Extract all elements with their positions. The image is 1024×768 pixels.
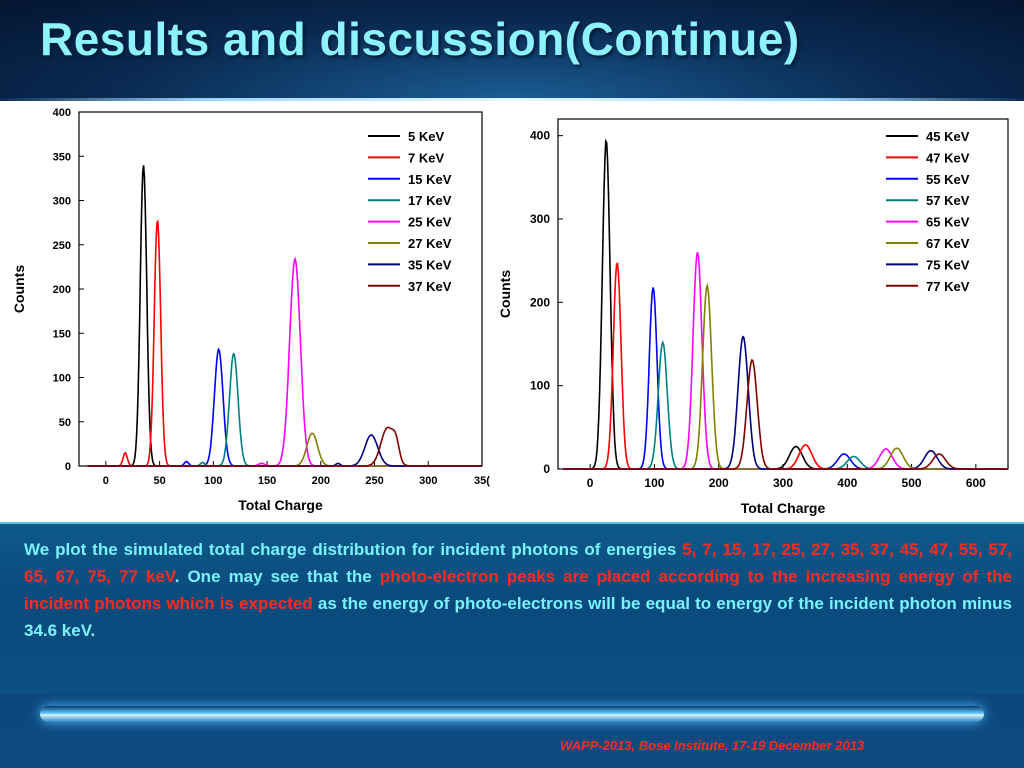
y-tick-label: 0: [65, 461, 71, 473]
x-tick-label: 300: [419, 475, 437, 487]
x-tick-label: 300: [773, 476, 793, 490]
x-tick-label: 250: [365, 475, 383, 487]
y-tick-label: 100: [530, 379, 550, 393]
legend-label: 27 KeV: [408, 236, 452, 251]
legend-label: 65 KeV: [926, 215, 970, 230]
description-text: We plot the simulated total charge distr…: [24, 536, 1012, 644]
legend-label: 75 KeV: [926, 257, 970, 272]
chart-left: 0 50 100 150 200 250 300 350 400 0 50 100 150 200 250 3…: [11, 107, 490, 513]
y-tick-label: 300: [53, 196, 71, 208]
y-axis-label: Counts: [11, 265, 27, 313]
legend-label: 25 KeV: [408, 215, 452, 230]
y-tick-label: 250: [53, 240, 71, 252]
series-line: [87, 347, 482, 467]
plain-text: as the energy of photo-electrons will be…: [24, 594, 1013, 640]
y-tick-label: 350: [53, 151, 71, 163]
x-tick-label: 400: [837, 476, 857, 490]
y-tick-label: 100: [53, 373, 71, 385]
y-tick-label: 200: [53, 284, 71, 296]
x-tick-label: 35(: [474, 475, 490, 487]
y-tick-label: 0: [543, 462, 550, 476]
title-bar: Results and discussion(Continue): [0, 0, 1024, 100]
chart-right: 0 100 200 300 400 0 100 200 300 400 500 600 Total Ch…: [497, 118, 1009, 516]
slide-title: Results and discussion(Continue): [40, 13, 800, 65]
x-tick-label: 100: [644, 476, 664, 490]
title-divider: [0, 98, 1024, 101]
legend-label: 57 KeV: [926, 193, 970, 208]
x-tick-label: 0: [587, 476, 594, 490]
x-axis-label: Total Charge: [741, 500, 826, 516]
charts-panel: 0 50 100 150 200 250 300 350 400 0 50 100 150 200 250 3…: [0, 101, 1024, 522]
x-tick-label: 150: [258, 475, 276, 487]
x-tick-label: 200: [312, 475, 330, 487]
series-line: [87, 426, 482, 467]
y-tick-label: 150: [53, 328, 71, 340]
series-line: [563, 282, 1008, 470]
x-tick-label: 500: [902, 476, 922, 490]
y-axis-label: Counts: [497, 270, 513, 318]
series-line: [563, 138, 1008, 470]
y-tick-label: 200: [530, 295, 550, 309]
footer-text: WAPP-2013, Bose Institute, 17-19 Decembe…: [560, 738, 865, 753]
y-tick-label: 400: [530, 129, 550, 143]
x-axis-label: Total Charge: [238, 497, 323, 513]
series-line: [563, 287, 1008, 470]
series-line: [563, 339, 1008, 470]
x-tick-label: 100: [204, 475, 222, 487]
decorative-glow-bar: [40, 706, 984, 722]
legend-label: 15 KeV: [408, 172, 452, 187]
description-box: We plot the simulated total charge distr…: [0, 522, 1024, 694]
legend-label: 45 KeV: [926, 129, 970, 144]
highlight-text: photo-electron peaks are placed accordin…: [24, 567, 1012, 613]
x-tick-label: 200: [709, 476, 729, 490]
plain-text: . One may see that the: [174, 567, 380, 586]
y-tick-label: 50: [59, 417, 71, 429]
legend-label: 77 KeV: [926, 279, 970, 294]
plain-text: We plot the simulated total charge distr…: [24, 540, 683, 559]
legend-label: 7 KeV: [408, 150, 444, 165]
legend-label: 37 KeV: [408, 279, 452, 294]
y-tick-label: 400: [53, 107, 71, 119]
legend-label: 17 KeV: [408, 193, 452, 208]
series-line: [563, 335, 1008, 470]
x-tick-label: 600: [966, 476, 986, 490]
legend-label: 67 KeV: [926, 236, 970, 251]
series-line: [87, 352, 482, 467]
legend-label: 5 KeV: [408, 129, 444, 144]
legend-label: 47 KeV: [926, 150, 970, 165]
x-tick-label: 50: [153, 475, 165, 487]
y-tick-label: 300: [530, 212, 550, 226]
legend-label: 55 KeV: [926, 172, 970, 187]
series-line: [563, 359, 1008, 470]
legend-label: 35 KeV: [408, 257, 452, 272]
x-tick-label: 0: [103, 475, 109, 487]
series-line: [87, 165, 482, 467]
highlight-text: 5, 7, 15, 17, 25, 27, 35, 37, 45, 47, 55…: [24, 540, 1012, 586]
